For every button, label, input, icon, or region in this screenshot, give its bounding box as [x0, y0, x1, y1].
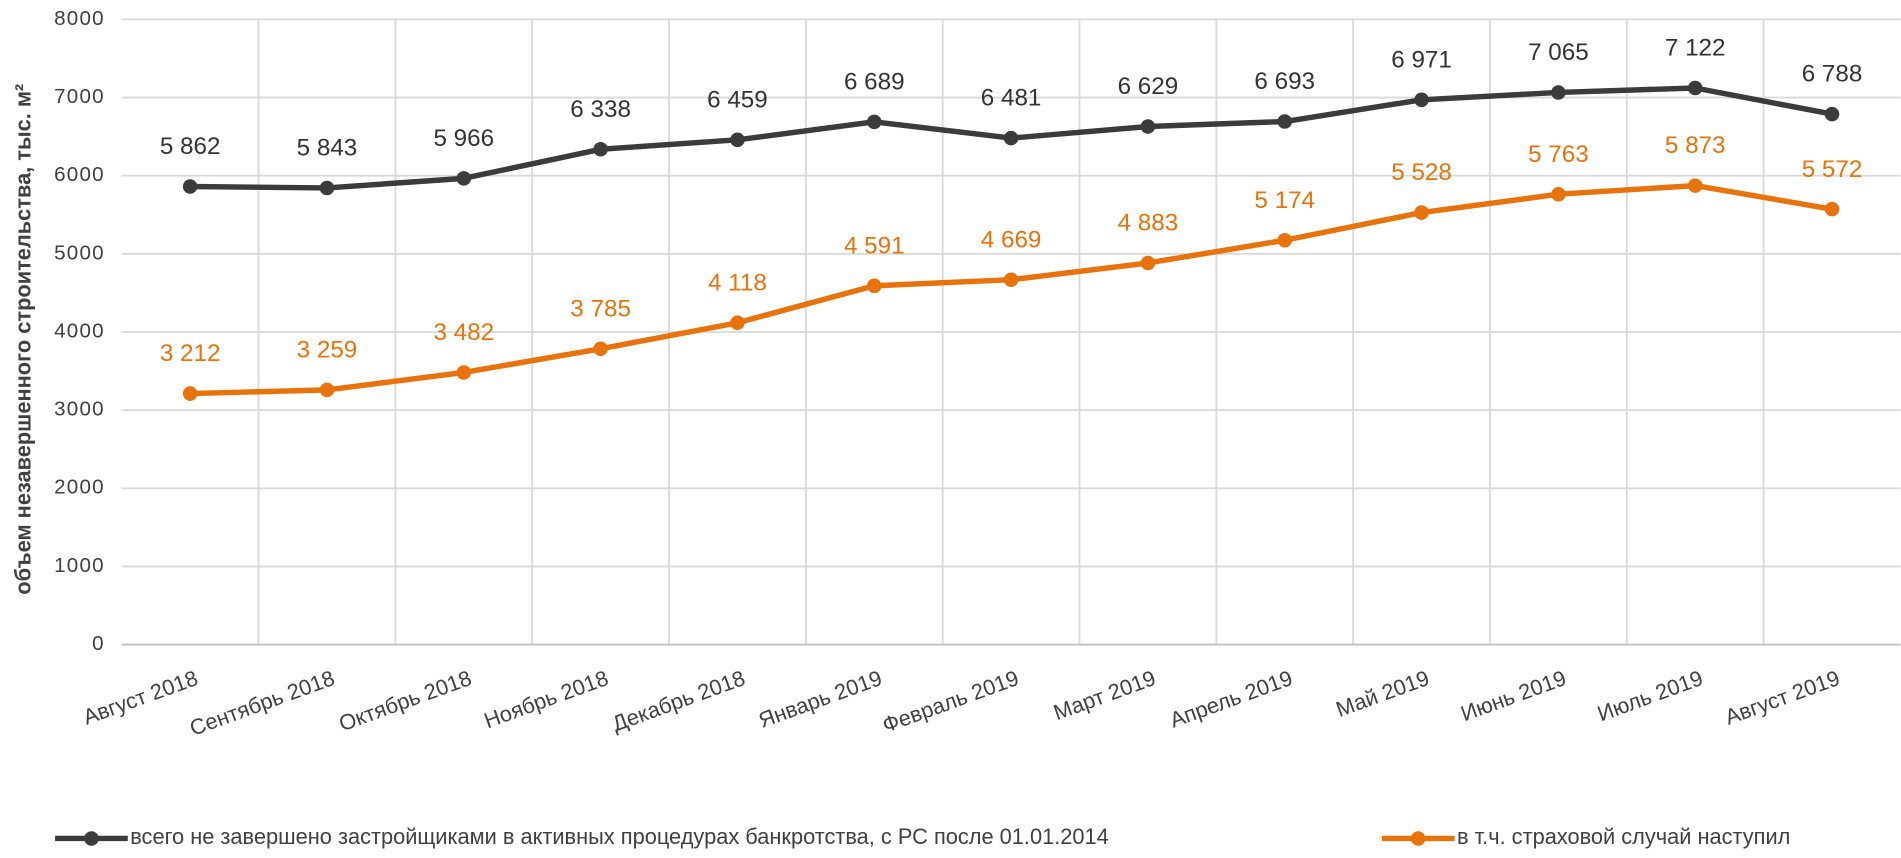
x-tick-label: Август 2018 — [80, 665, 201, 730]
data-point — [319, 180, 335, 196]
data-point — [1824, 201, 1840, 217]
data-point — [1140, 255, 1156, 271]
data-point — [1003, 130, 1019, 146]
data-label: 6 788 — [1802, 61, 1863, 88]
data-label: 5 174 — [1254, 187, 1315, 214]
legend-marker — [1410, 831, 1426, 846]
y-tick-label: 7000 — [54, 85, 105, 108]
data-label: 5 873 — [1665, 132, 1726, 159]
data-label: 4 883 — [1118, 210, 1179, 237]
data-label: 4 118 — [708, 269, 767, 296]
data-point — [182, 386, 198, 401]
data-label: 6 629 — [1118, 73, 1179, 100]
x-tick-label: Октябрь 2018 — [336, 665, 475, 736]
y-tick-label: 4000 — [54, 319, 105, 342]
data-point — [1687, 178, 1703, 193]
data-label: 3 212 — [160, 340, 221, 367]
data-label: 5 763 — [1528, 141, 1589, 168]
y-tick-label: 2000 — [54, 476, 105, 499]
legend-label: всего не завершено застройщиками в актив… — [130, 824, 1109, 849]
data-point — [182, 179, 198, 194]
data-label: 5 528 — [1391, 159, 1452, 186]
data-point — [1551, 186, 1566, 202]
data-label: 7 122 — [1665, 35, 1726, 62]
x-tick-label: Март 2019 — [1050, 665, 1159, 725]
x-tick-label: Апрель 2019 — [1166, 665, 1295, 732]
data-label: 6 459 — [707, 86, 768, 113]
data-point — [593, 142, 608, 157]
data-point — [1277, 114, 1292, 129]
x-tick-label: Июль 2019 — [1594, 665, 1706, 726]
y-tick-label: 6000 — [54, 163, 105, 186]
data-point — [1687, 80, 1703, 96]
data-point — [456, 365, 472, 380]
data-label: 6 338 — [570, 96, 631, 123]
x-tick-label: Сентябрь 2018 — [186, 665, 338, 741]
y-tick-label: 0 — [92, 632, 105, 655]
data-point — [1414, 205, 1429, 220]
data-point — [1824, 106, 1840, 122]
data-point — [1003, 272, 1019, 287]
y-tick-label: 1000 — [54, 554, 105, 577]
data-label: 5 572 — [1802, 156, 1863, 183]
x-tick-label: Август 2019 — [1722, 665, 1843, 730]
x-tick-label: Июнь 2019 — [1457, 665, 1569, 726]
data-label: 6 689 — [844, 68, 905, 95]
x-tick-label: Май 2019 — [1333, 665, 1433, 722]
data-label: 4 591 — [844, 232, 905, 259]
data-label: 3 785 — [570, 295, 631, 322]
data-point — [866, 278, 882, 294]
y-tick-label: 8000 — [54, 7, 105, 30]
x-tick-label: Ноябрь 2018 — [481, 665, 612, 733]
data-point — [456, 171, 472, 186]
data-point — [1140, 119, 1156, 134]
data-point — [730, 315, 745, 331]
data-point — [1277, 232, 1292, 248]
data-label: 5 966 — [433, 125, 494, 152]
y-axis-label: объем незавершенного строительства, тыс.… — [11, 84, 36, 595]
series-line — [190, 182, 1833, 397]
data-label: 7 065 — [1528, 39, 1589, 66]
data-point — [319, 382, 335, 398]
data-label: 6 481 — [981, 85, 1042, 112]
data-point — [1551, 85, 1566, 100]
data-label: 6 693 — [1254, 68, 1315, 95]
data-label: 4 669 — [981, 226, 1042, 253]
x-tick-label: Декабрь 2018 — [609, 665, 749, 736]
data-point — [730, 132, 745, 148]
data-label: 6 971 — [1391, 46, 1452, 73]
data-label: 5 862 — [160, 133, 221, 160]
data-point — [593, 341, 608, 357]
data-label: 5 843 — [297, 135, 358, 162]
y-tick-label: 3000 — [54, 398, 105, 421]
data-point — [866, 114, 882, 130]
x-tick-label: Февраль 2019 — [879, 665, 1022, 737]
legend-marker — [84, 831, 99, 846]
data-label: 3 482 — [433, 319, 494, 346]
data-label: 3 259 — [297, 337, 358, 364]
legend-label: в т.ч. страховой случай наступил — [1457, 824, 1790, 849]
x-tick-label: Январь 2019 — [755, 665, 885, 733]
data-point — [1414, 92, 1429, 108]
y-tick-label: 5000 — [54, 241, 105, 264]
